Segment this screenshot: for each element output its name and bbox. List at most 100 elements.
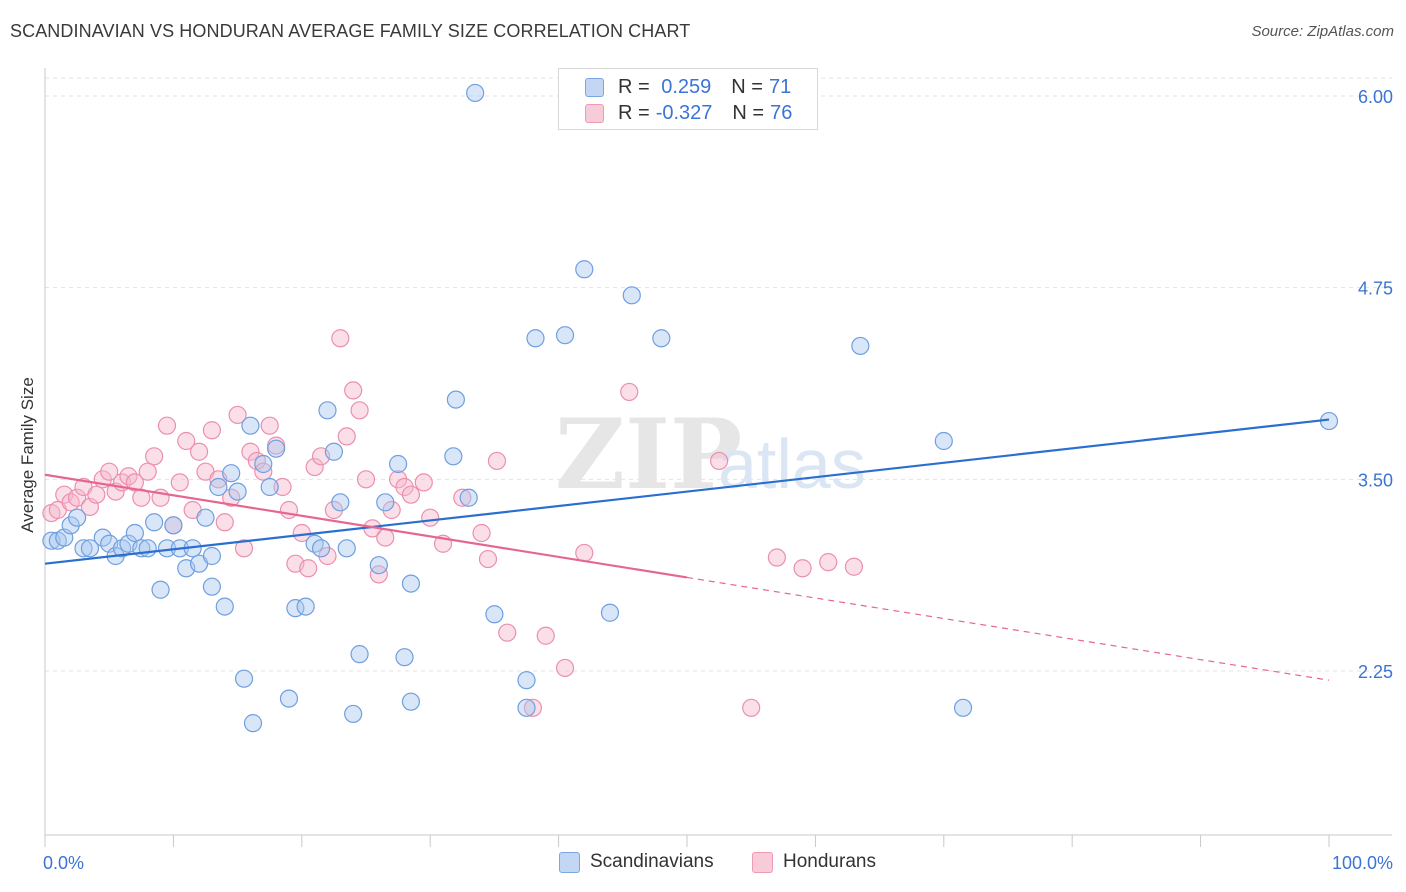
series-legend-label: Hondurans — [783, 851, 876, 872]
honduran-point — [344, 381, 363, 400]
scandinavian-point — [652, 329, 671, 348]
scandinavian-trend-line — [44, 418, 1330, 565]
honduran-point — [742, 698, 761, 717]
honduran-point — [305, 457, 324, 477]
scandinavian-point — [401, 692, 421, 711]
honduran-point — [273, 477, 292, 497]
scandinavian-point — [138, 539, 157, 558]
honduran-point — [157, 416, 177, 435]
honduran-point — [421, 508, 440, 527]
scandinavian-point — [202, 546, 222, 566]
honduran-point — [575, 543, 594, 563]
honduran-point — [523, 698, 543, 717]
scandinavian-point — [243, 714, 263, 733]
honduran-point — [145, 447, 164, 466]
scandinavian-point — [466, 83, 485, 103]
legend-row-scandinavians: R = 0.259 N = 71 — [585, 76, 791, 99]
scandinavian-point — [369, 556, 388, 575]
legend-swatch-pink — [585, 104, 604, 123]
legend-r-label: R = — [618, 102, 650, 124]
honduran-trend-extension — [686, 576, 1330, 681]
legend-n-label: N = — [732, 102, 765, 124]
honduran-point — [709, 451, 729, 471]
scandinavian-point — [622, 286, 641, 305]
scandinavian-point — [318, 401, 337, 420]
legend-n-label: N = — [731, 76, 763, 98]
y-axis-title: Average Family Size — [18, 377, 37, 533]
scandinavian-point — [311, 539, 331, 558]
scandinavian-point — [215, 597, 234, 616]
scandinavian-point — [395, 648, 414, 667]
honduran-point — [228, 405, 247, 425]
honduran-point — [414, 473, 433, 492]
honduran-point — [478, 549, 498, 569]
honduran-point — [299, 559, 318, 578]
honduran-point — [87, 485, 106, 504]
scandinavian-point — [331, 493, 350, 512]
scandinavian-point — [600, 603, 620, 622]
scandinavian-point — [526, 329, 545, 348]
scandinavian-point — [222, 464, 241, 483]
honduran-point — [793, 559, 812, 578]
series-legend-hondurans: Hondurans — [752, 851, 876, 873]
honduran-point — [177, 431, 196, 451]
legend-r-value: 0.259 — [655, 76, 712, 98]
scandinavian-point — [485, 605, 504, 624]
scandinavian-point — [209, 477, 228, 497]
y-tick-label: 2.25 — [1358, 662, 1393, 682]
honduran-trend-line — [44, 473, 688, 579]
scandinavian-point — [125, 523, 144, 543]
legend-swatch-blue — [585, 78, 604, 97]
correlation-legend: R = 0.259 N = 71 R = -0.327 N = 76 — [558, 68, 818, 130]
scandinavian-point — [324, 442, 343, 461]
legend-n-value: 71 — [768, 76, 792, 98]
honduran-point — [202, 421, 222, 440]
scandinavian-point — [67, 508, 87, 527]
y-tick-label: 6.00 — [1358, 87, 1393, 107]
honduran-point — [189, 442, 209, 461]
honduran-point — [350, 401, 369, 420]
honduran-point — [331, 329, 350, 348]
legend-r-label: R = — [618, 76, 650, 98]
scandinavian-point — [296, 597, 315, 616]
scandinavian-point — [389, 454, 408, 474]
legend-row-hondurans: R = -0.327 N = 76 — [585, 102, 792, 125]
scandinavian-point — [260, 477, 279, 497]
scandinavian-point — [228, 482, 247, 501]
scandinavian-point — [267, 439, 286, 458]
honduran-point — [472, 523, 491, 543]
scandinavian-point — [279, 689, 299, 708]
honduran-point — [819, 553, 838, 572]
scandinavian-point — [459, 488, 478, 507]
series-legend: Scandinavians Hondurans — [0, 851, 1406, 879]
source-label: Source: ZipAtlas.com — [1251, 23, 1394, 40]
honduran-point — [260, 416, 279, 435]
scandinavian-point — [575, 260, 594, 279]
honduran-point — [279, 500, 299, 520]
scandinavian-point — [953, 698, 973, 717]
honduran-point — [67, 488, 87, 507]
scandinavian-point — [337, 539, 356, 558]
legend-r-value: -0.327 — [655, 102, 713, 124]
honduran-point — [844, 557, 864, 576]
honduran-point — [241, 442, 260, 461]
honduran-point — [100, 462, 119, 481]
honduran-point — [555, 658, 575, 678]
scandinavian-point — [934, 431, 953, 451]
scandinavian-point — [401, 574, 421, 593]
honduran-point — [138, 462, 157, 481]
honduran-point — [61, 493, 80, 512]
scandinavian-point — [80, 539, 100, 558]
honduran-point — [376, 528, 395, 547]
scandinavian-point — [202, 577, 222, 596]
scandinavian-point — [517, 698, 536, 717]
honduran-point — [536, 626, 555, 645]
x-tick-label-max: 100.0% — [1332, 853, 1393, 873]
watermark-zip: ZIP — [555, 398, 742, 511]
scandinavian-point — [305, 534, 324, 553]
scandinavian-point — [241, 416, 260, 435]
legend-n-value: 76 — [770, 102, 793, 124]
scandinavian-point — [254, 454, 273, 474]
honduran-point — [487, 451, 507, 471]
